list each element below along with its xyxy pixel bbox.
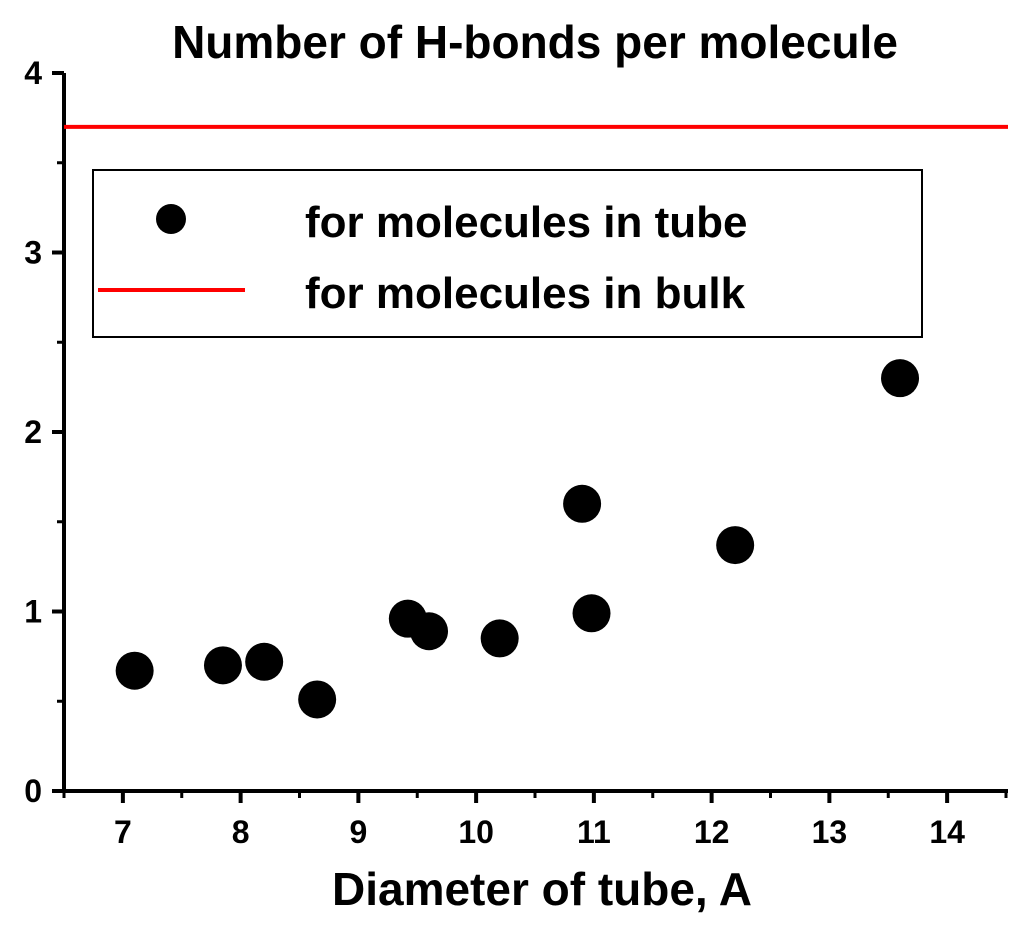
legend-label-bulk: for molecules in bulk <box>305 269 746 318</box>
y-tick-label-4: 4 <box>24 55 42 91</box>
x-tick-label-8: 8 <box>232 814 250 850</box>
data-point-3 <box>245 642 284 681</box>
x-tick-label-11: 11 <box>577 814 611 850</box>
legend-label-tube: for molecules in tube <box>305 198 748 247</box>
data-point-11 <box>881 359 920 398</box>
data-point-2 <box>203 646 242 685</box>
chart-title: Number of H-bonds per molecule <box>172 16 898 68</box>
data-point-8 <box>563 484 602 523</box>
x-tick-label-14: 14 <box>929 814 965 850</box>
x-tick-label-13: 13 <box>812 814 848 850</box>
legend: for molecules in tube for molecules in b… <box>92 169 923 338</box>
legend-box <box>92 169 923 338</box>
x-ticks: 7 8 9 10 11 12 13 14 <box>62 791 1008 850</box>
data-point-10 <box>716 526 755 565</box>
y-tick-label-2: 2 <box>24 414 42 450</box>
y-tick-label-0: 0 <box>24 773 42 809</box>
x-tick-label-12: 12 <box>694 814 730 850</box>
y-tick-label-3: 3 <box>24 235 42 271</box>
data-point-9 <box>572 594 611 633</box>
x-tick-label-7: 7 <box>114 814 132 850</box>
data-point-4 <box>298 680 337 719</box>
data-point-6 <box>410 612 449 651</box>
plot-area <box>64 124 1008 719</box>
x-axis-label: Diameter of tube, A <box>332 863 752 915</box>
y-tick-label-1: 1 <box>24 594 42 630</box>
x-tick-label-9: 9 <box>349 814 367 850</box>
data-point-1 <box>115 651 154 690</box>
legend-marker-tube <box>156 204 186 234</box>
x-tick-label-10: 10 <box>458 814 494 850</box>
data-point-7 <box>480 619 519 658</box>
y-ticks: 0 1 2 3 4 <box>24 55 64 809</box>
